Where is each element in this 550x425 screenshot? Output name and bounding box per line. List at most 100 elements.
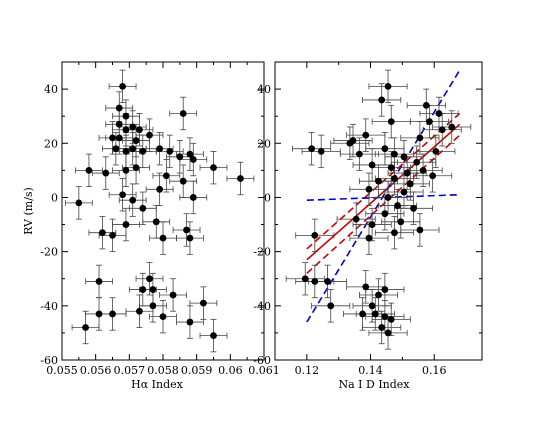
x-axis-label-left: Hα Index — [131, 378, 183, 391]
data-point — [122, 148, 130, 155]
data-point — [189, 156, 197, 163]
data-point — [85, 166, 93, 174]
data-point — [82, 324, 89, 331]
y-tick-label: 40 — [44, 83, 58, 96]
data-point — [109, 310, 116, 318]
data-point — [384, 82, 392, 90]
outer-bound-line — [306, 69, 461, 323]
data-layer — [64, 69, 255, 353]
y-tick-label: 40 — [257, 83, 271, 96]
data-point — [132, 164, 140, 172]
data-point — [378, 96, 386, 104]
data-point — [186, 318, 194, 326]
data-point — [162, 172, 170, 180]
y-tick-label: -20 — [40, 246, 58, 259]
y-tick-label: -20 — [253, 246, 271, 259]
data-point — [435, 110, 443, 117]
data-point — [139, 286, 147, 293]
data-point — [355, 150, 363, 158]
data-point — [391, 229, 398, 237]
data-point — [149, 302, 157, 310]
data-point — [448, 123, 456, 131]
data-point — [375, 177, 382, 185]
data-point — [102, 169, 110, 177]
data-point — [384, 329, 392, 337]
y-axis-label: RV (m/s) — [22, 187, 35, 235]
data-point — [210, 164, 217, 172]
data-point — [426, 118, 433, 125]
data-point — [413, 158, 421, 166]
x-tick-label: 0.058 — [147, 364, 179, 377]
data-point — [95, 310, 103, 318]
x-tick-label: 0.14 — [358, 364, 383, 377]
data-point — [169, 291, 177, 299]
data-point — [122, 126, 130, 134]
data-point — [400, 153, 408, 161]
x-tick-label: 0.057 — [114, 364, 146, 377]
x-tick-label: 0.06 — [218, 364, 243, 377]
x-tick-label: 0.056 — [80, 364, 112, 377]
plot-frame — [274, 61, 483, 361]
data-point — [381, 286, 389, 293]
data-point — [237, 175, 244, 182]
data-point — [368, 221, 376, 228]
data-point — [371, 310, 379, 318]
data-point — [122, 166, 130, 174]
data-point — [146, 275, 153, 283]
data-point — [362, 131, 370, 139]
y-tick-label: -60 — [253, 354, 271, 367]
data-point — [400, 188, 408, 196]
data-point — [429, 172, 437, 180]
data-point — [387, 118, 395, 125]
data-point — [317, 148, 325, 155]
data-point — [368, 161, 376, 169]
data-point — [95, 278, 103, 285]
data-point — [176, 153, 184, 161]
data-point — [403, 169, 411, 177]
data-point — [109, 231, 116, 239]
data-point — [132, 137, 140, 144]
data-point — [391, 150, 398, 158]
data-point — [301, 275, 309, 283]
data-point — [159, 234, 167, 242]
data-point — [327, 302, 335, 310]
x-tick-label: 0.055 — [46, 364, 78, 377]
data-point — [378, 324, 386, 331]
data-point — [109, 134, 116, 142]
y-tick-label: 20 — [257, 137, 271, 150]
data-point — [200, 299, 207, 307]
data-point — [115, 120, 123, 128]
data-point — [422, 101, 430, 109]
data-point — [346, 139, 354, 147]
data-point — [186, 234, 194, 242]
data-point — [112, 145, 120, 153]
x-tick-label: 0.12 — [295, 364, 320, 377]
data-point — [129, 123, 137, 131]
inner-bound-line — [306, 134, 461, 274]
data-point — [139, 148, 147, 155]
data-layer — [285, 69, 472, 350]
data-point — [179, 177, 187, 185]
data-point — [387, 164, 395, 172]
data-point — [156, 145, 164, 153]
data-point — [438, 126, 446, 134]
data-point — [156, 185, 164, 193]
x-tick-label: 0.059 — [181, 364, 213, 377]
data-point — [352, 215, 360, 223]
data-point — [115, 134, 123, 142]
data-point — [136, 126, 143, 134]
data-point — [136, 307, 143, 315]
data-point — [365, 234, 373, 242]
data-point — [210, 332, 217, 340]
y-tick-label: -40 — [40, 300, 58, 313]
x-tick-label: 0.16 — [422, 364, 447, 377]
x-tick-label: 0.061 — [248, 364, 280, 377]
data-point — [311, 278, 319, 285]
fit-line — [306, 123, 461, 261]
y-tick-label: 20 — [44, 137, 58, 150]
data-point — [149, 286, 157, 293]
data-point — [368, 302, 376, 310]
data-point — [119, 191, 126, 199]
data-point — [416, 226, 424, 234]
